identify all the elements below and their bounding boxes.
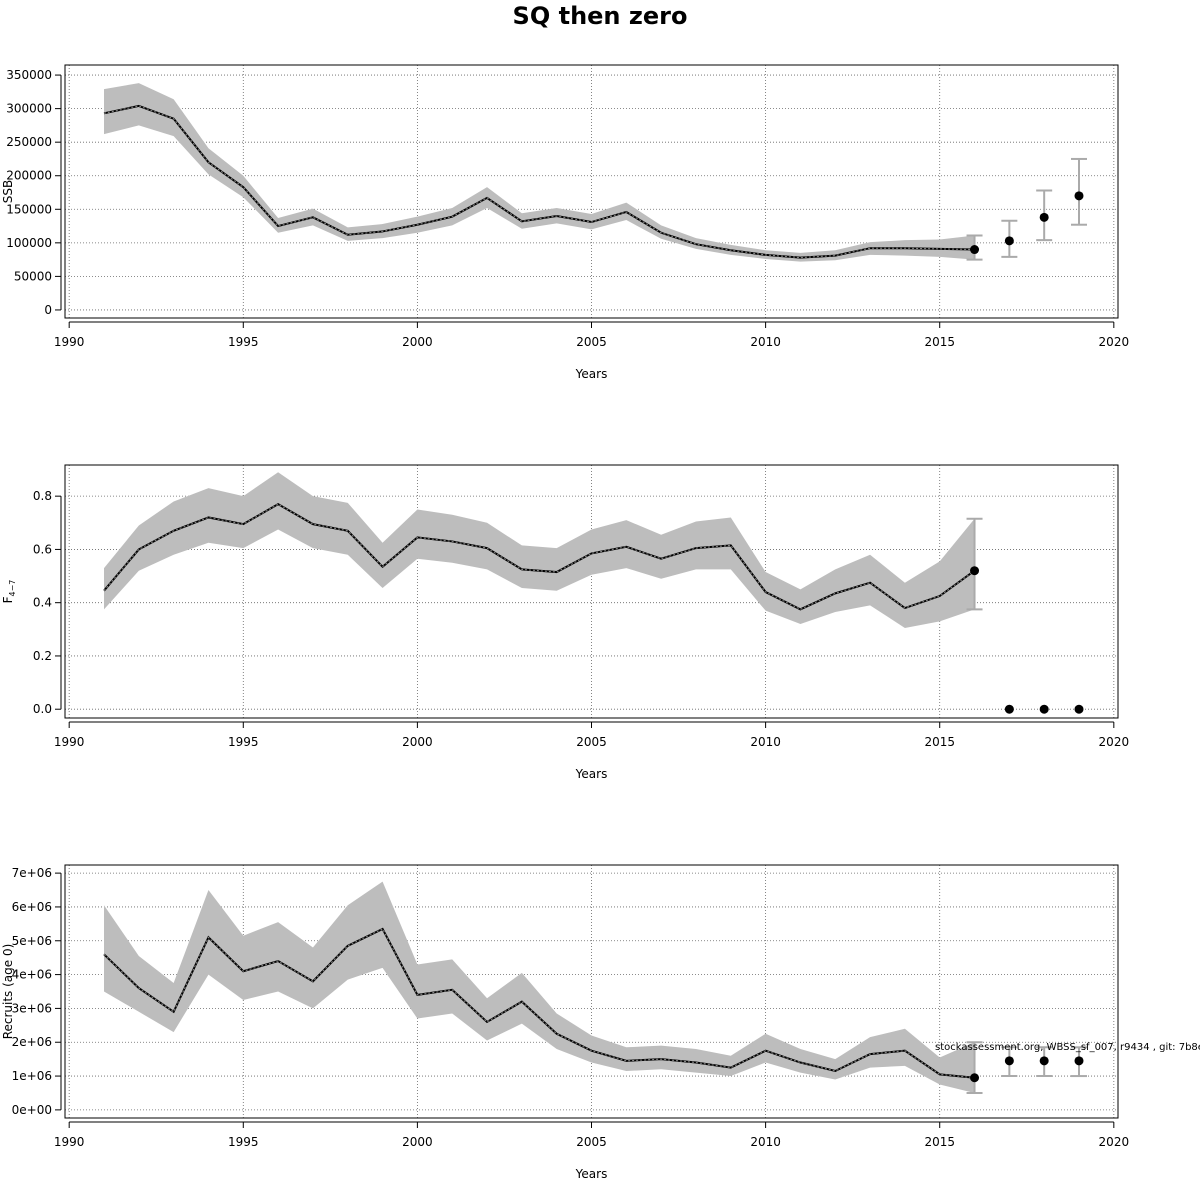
estimate-line [103,104,975,259]
y-axis-label: Recruits (age 0) [1,944,15,1040]
forecast-point [1004,1056,1014,1066]
y-axis-label-main: F [1,596,15,603]
x-axis-label: Years [575,767,608,781]
y-tick-label: 4e+06 [12,968,52,982]
estimate-line-dots [103,928,975,1079]
x-tick-label: 2010 [750,1135,781,1149]
y-tick-label: 0e+00 [12,1103,52,1117]
forecast-point [1074,1056,1084,1066]
y-tick-label: 2e+06 [12,1035,52,1049]
x-tick-label: 2005 [576,1135,607,1149]
x-tick-label: 2000 [402,735,433,749]
y-axis-label: SSB [1,180,15,203]
y-tick-label: 0.2 [33,649,52,663]
x-tick-label: 1995 [228,735,259,749]
y-tick-label: 100000 [6,236,52,250]
x-tick-label: 1995 [228,335,259,349]
x-tick-label: 2000 [402,335,433,349]
chart-title: SQ then zero [512,2,688,30]
y-tick-label: 300000 [6,102,52,116]
x-tick-label: 1990 [54,735,85,749]
forecast-point [1004,236,1014,246]
y-tick-label: 200000 [6,169,52,183]
y-tick-label: 350000 [6,68,52,82]
y-tick-label: 1e+06 [12,1069,52,1083]
x-tick-label: 2015 [924,1135,955,1149]
f-panel: 1990 1995 2000 2005 2010 2015 2020 Years 0.0 0.2 0… [1,464,1130,781]
forecast-point [1074,191,1084,201]
x-tick-label: 2020 [1099,335,1130,349]
x-tick-label: 2010 [750,335,781,349]
y-tick-label: 0.4 [33,596,52,610]
forecast-point [1039,704,1049,714]
confidence-band [104,472,975,628]
x-tick-label: 2005 [576,335,607,349]
y-tick-label: 250000 [6,135,52,149]
confidence-band [104,881,975,1093]
x-tick-label: 1995 [228,1135,259,1149]
x-tick-label: 2020 [1099,1135,1130,1149]
x-tick-label: 2015 [924,735,955,749]
y-tick-label: 5e+06 [12,934,52,948]
y-tick-label: 0.6 [33,542,52,556]
x-axis-label: Years [575,367,608,381]
footer-note: stockassessment.org, WBSS_sf_007, r9434 … [935,1042,1200,1053]
x-tick-label: 2000 [402,1135,433,1149]
plot-frame [64,64,1119,319]
y-axis-label-main: SSB [1,180,15,203]
forecast-point [1039,212,1049,222]
y-tick-label: 6e+06 [12,900,52,914]
confidence-band [104,83,975,262]
forecast-point [970,566,980,576]
x-tick-label: 1990 [54,335,85,349]
x-tick-label: 2010 [750,735,781,749]
recruits-panel: 1990 1995 2000 2005 2010 2015 2020 Years 0e+00 1e… [1,864,1130,1181]
y-axis-label-main: Recruits (age 0) [1,944,15,1040]
forecast-point [1004,704,1014,714]
y-tick-label: 150000 [6,202,52,216]
x-tick-label: 1990 [54,1135,85,1149]
y-axis-label: F4−7 [1,580,17,604]
y-tick-label: 7e+06 [12,866,52,880]
x-tick-label: 2005 [576,735,607,749]
x-tick-label: 2015 [924,335,955,349]
ssb-panel: 1990 1995 2000 2005 2010 2015 2020 Years 0 50000 1… [1,64,1130,381]
forecast-point [970,1073,980,1083]
forecast-point [970,245,980,255]
y-axis-label-subscript: 4−7 [8,580,17,597]
y-tick-label: 0.8 [33,489,52,503]
estimate-line-dots [103,105,975,259]
forecast-point [1039,1056,1049,1066]
y-tick-label: 0.0 [33,702,52,716]
y-tick-label: 50000 [14,269,52,283]
estimate-line-dots [103,503,975,610]
forecast-point [1074,704,1084,714]
y-tick-label: 3e+06 [12,1001,52,1015]
y-tick-label: 0 [44,303,52,317]
plot-frame [64,864,1119,1119]
x-tick-label: 2020 [1099,735,1130,749]
x-axis-label: Years [575,1167,608,1181]
plot-frame [64,464,1119,719]
